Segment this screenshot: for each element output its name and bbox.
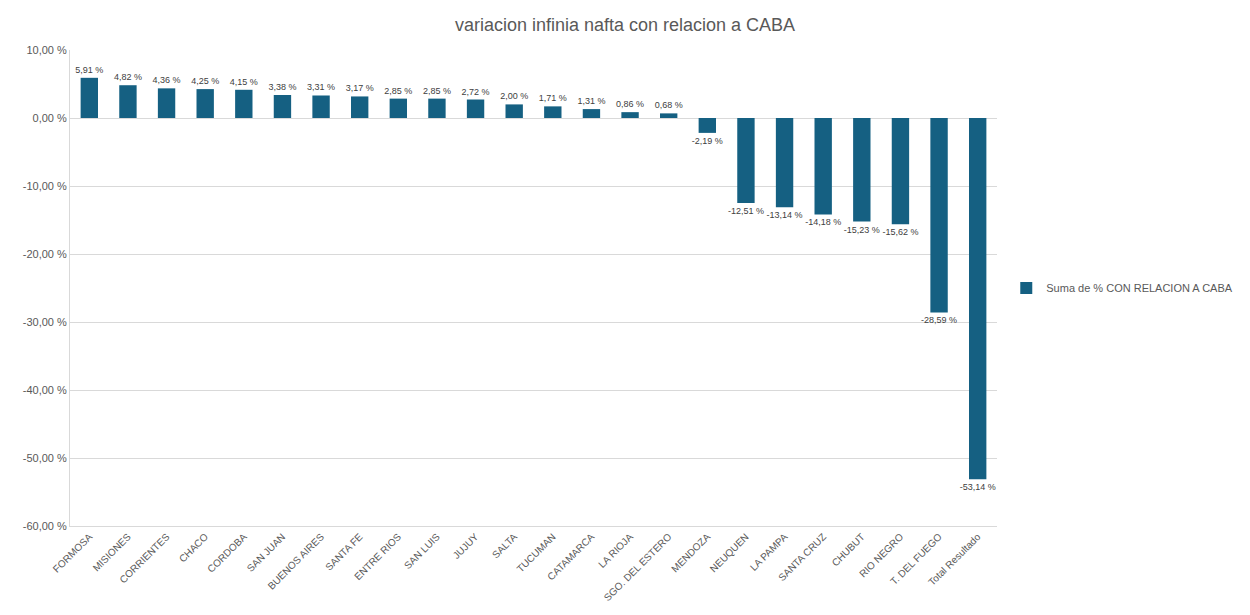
svg-text:0,68 %: 0,68 % bbox=[655, 100, 683, 110]
svg-text:-50,00 %: -50,00 % bbox=[23, 452, 67, 464]
svg-text:MENDOZA: MENDOZA bbox=[669, 531, 712, 574]
svg-text:10,00 %: 10,00 % bbox=[26, 44, 67, 56]
svg-text:LA RIOJA: LA RIOJA bbox=[596, 531, 635, 570]
svg-text:Suma de % CON RELACION A CABA: Suma de % CON RELACION A CABA bbox=[1046, 282, 1233, 294]
svg-text:1,71 %: 1,71 % bbox=[539, 93, 567, 103]
svg-text:CORRIENTES: CORRIENTES bbox=[117, 531, 171, 585]
svg-text:4,15 %: 4,15 % bbox=[230, 77, 258, 87]
svg-text:0,00 %: 0,00 % bbox=[33, 112, 67, 124]
svg-text:CATAMARCA: CATAMARCA bbox=[545, 531, 596, 582]
svg-text:-14,18 %: -14,18 % bbox=[805, 217, 841, 227]
svg-text:5,91 %: 5,91 % bbox=[75, 65, 103, 75]
svg-text:-12,51 %: -12,51 % bbox=[728, 206, 764, 216]
svg-text:CHACO: CHACO bbox=[177, 531, 210, 564]
svg-text:2,85 %: 2,85 % bbox=[423, 86, 451, 96]
svg-text:SGO. DEL ESTERO: SGO. DEL ESTERO bbox=[602, 531, 674, 603]
svg-text:3,38 %: 3,38 % bbox=[268, 82, 296, 92]
svg-text:RIO NEGRO: RIO NEGRO bbox=[857, 531, 905, 579]
svg-text:variacion infinia nafta con re: variacion infinia nafta con relacion a C… bbox=[455, 15, 795, 35]
svg-text:-28,59 %: -28,59 % bbox=[921, 315, 957, 325]
svg-text:-60,00 %: -60,00 % bbox=[23, 520, 67, 532]
svg-text:-13,14 %: -13,14 % bbox=[767, 210, 803, 220]
svg-text:BUENOS AIRES: BUENOS AIRES bbox=[266, 531, 327, 592]
svg-text:4,25 %: 4,25 % bbox=[191, 76, 219, 86]
svg-text:SANTA CRUZ: SANTA CRUZ bbox=[776, 531, 828, 583]
svg-text:2,72 %: 2,72 % bbox=[462, 87, 490, 97]
svg-text:-10,00 %: -10,00 % bbox=[23, 180, 67, 192]
svg-text:-40,00 %: -40,00 % bbox=[23, 384, 67, 396]
svg-text:4,82 %: 4,82 % bbox=[114, 72, 142, 82]
svg-text:-20,00 %: -20,00 % bbox=[23, 248, 67, 260]
svg-text:4,36 %: 4,36 % bbox=[153, 75, 181, 85]
svg-text:LA PAMPA: LA PAMPA bbox=[748, 531, 790, 573]
svg-text:-15,62 %: -15,62 % bbox=[882, 227, 918, 237]
svg-text:SAN JUAN: SAN JUAN bbox=[245, 531, 288, 574]
svg-text:NEUQUEN: NEUQUEN bbox=[708, 531, 751, 574]
svg-text:ENTRE RIOS: ENTRE RIOS bbox=[352, 531, 403, 582]
svg-text:CORDOBA: CORDOBA bbox=[205, 531, 249, 575]
svg-text:3,17 %: 3,17 % bbox=[346, 83, 374, 93]
svg-text:T. DEL FUEGO: T. DEL FUEGO bbox=[888, 531, 944, 587]
svg-text:2,85 %: 2,85 % bbox=[384, 86, 412, 96]
svg-text:SANTA FE: SANTA FE bbox=[323, 531, 365, 573]
svg-text:-2,19 %: -2,19 % bbox=[692, 136, 723, 146]
svg-text:SAN LUIS: SAN LUIS bbox=[402, 531, 442, 571]
svg-text:SALTA: SALTA bbox=[490, 531, 519, 560]
svg-text:0,86 %: 0,86 % bbox=[616, 99, 644, 109]
svg-text:2,00 %: 2,00 % bbox=[500, 91, 528, 101]
svg-text:FORMOSA: FORMOSA bbox=[51, 531, 95, 575]
svg-text:-30,00 %: -30,00 % bbox=[23, 316, 67, 328]
svg-text:-15,23 %: -15,23 % bbox=[844, 225, 880, 235]
svg-text:TUCUMAN: TUCUMAN bbox=[515, 531, 558, 574]
svg-text:3,31 %: 3,31 % bbox=[307, 82, 335, 92]
svg-text:Total Resultado: Total Resultado bbox=[926, 531, 983, 588]
svg-text:MISIONES: MISIONES bbox=[91, 531, 134, 574]
svg-text:-53,14 %: -53,14 % bbox=[960, 482, 996, 492]
svg-text:1,31 %: 1,31 % bbox=[577, 96, 605, 106]
svg-text:JUJUY: JUJUY bbox=[451, 531, 481, 561]
svg-text:CHUBUT: CHUBUT bbox=[830, 531, 867, 568]
